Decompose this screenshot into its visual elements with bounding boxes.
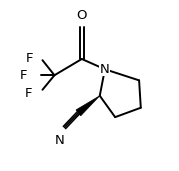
Text: F: F — [20, 69, 27, 82]
Polygon shape — [76, 96, 100, 116]
Text: N: N — [55, 134, 65, 147]
Text: N: N — [100, 63, 110, 76]
Text: F: F — [26, 52, 33, 65]
Text: F: F — [25, 87, 32, 100]
Text: O: O — [77, 9, 87, 22]
